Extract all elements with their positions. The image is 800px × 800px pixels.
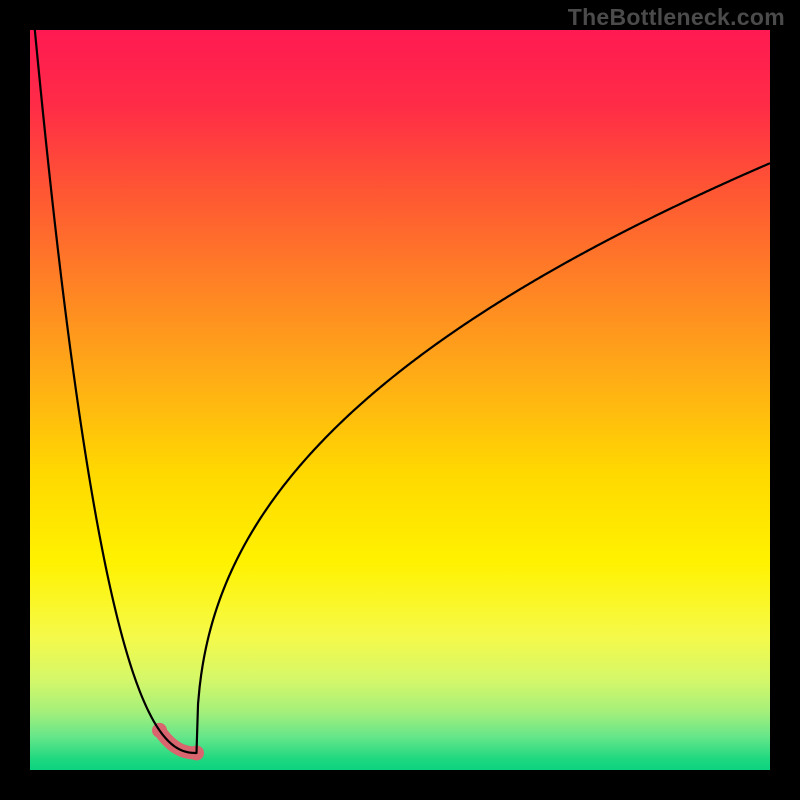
plot-area — [30, 30, 770, 770]
plot-svg — [30, 30, 770, 770]
gradient-background — [30, 30, 770, 770]
watermark-text: TheBottleneck.com — [568, 4, 785, 31]
chart-container: TheBottleneck.com — [0, 0, 800, 800]
